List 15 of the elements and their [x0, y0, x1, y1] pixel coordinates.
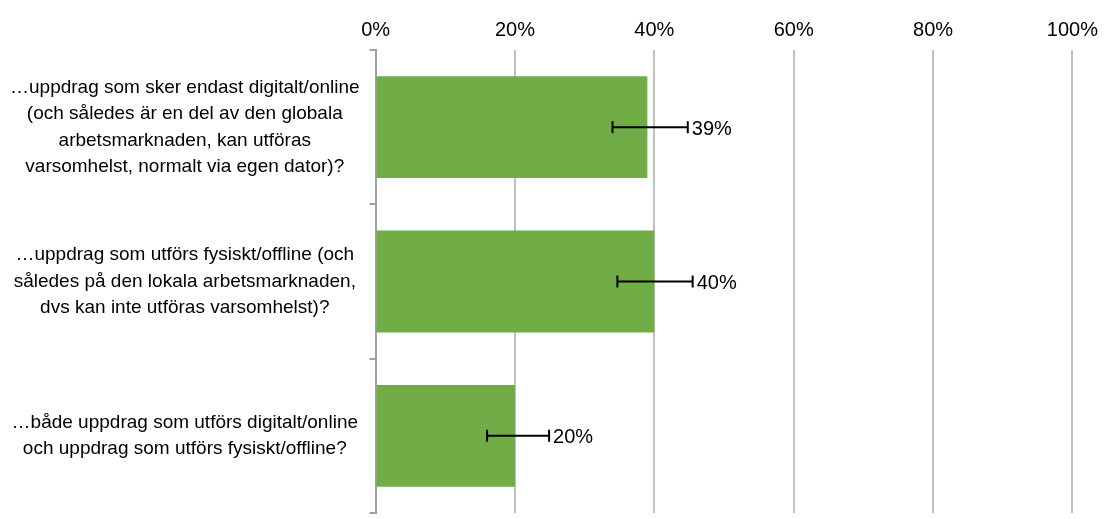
bar	[376, 384, 515, 487]
y-tick-label: …uppdrag som utförs fysiskt/offline (och således på den lokala arbetsmarknaden, dvs kan inte utföras varsomhelst)?	[13, 243, 356, 318]
data-label: 40%	[696, 271, 737, 294]
x-tick-label: 80%	[913, 17, 954, 40]
x-tick-label: 40%	[634, 17, 675, 40]
bar	[376, 76, 648, 179]
data-label: 20%	[553, 425, 594, 448]
x-tick-label: 100%	[1046, 17, 1099, 40]
x-tick-label: 20%	[494, 17, 536, 40]
x-tick-label: 60%	[773, 17, 814, 40]
y-tick-label: …uppdrag som sker endast digitalt/online (och således är en del av den globala arbetsmarknaden, kan utföras varsomhelst, normalt via egen dator)?	[10, 75, 360, 177]
bar	[376, 230, 655, 333]
x-tick-label: 0%	[361, 17, 391, 40]
data-label: 39%	[691, 116, 733, 139]
y-tick-label: …både uppdrag som utförs digitalt/online och uppdrag som utförs fysiskt/offline?	[11, 410, 359, 459]
